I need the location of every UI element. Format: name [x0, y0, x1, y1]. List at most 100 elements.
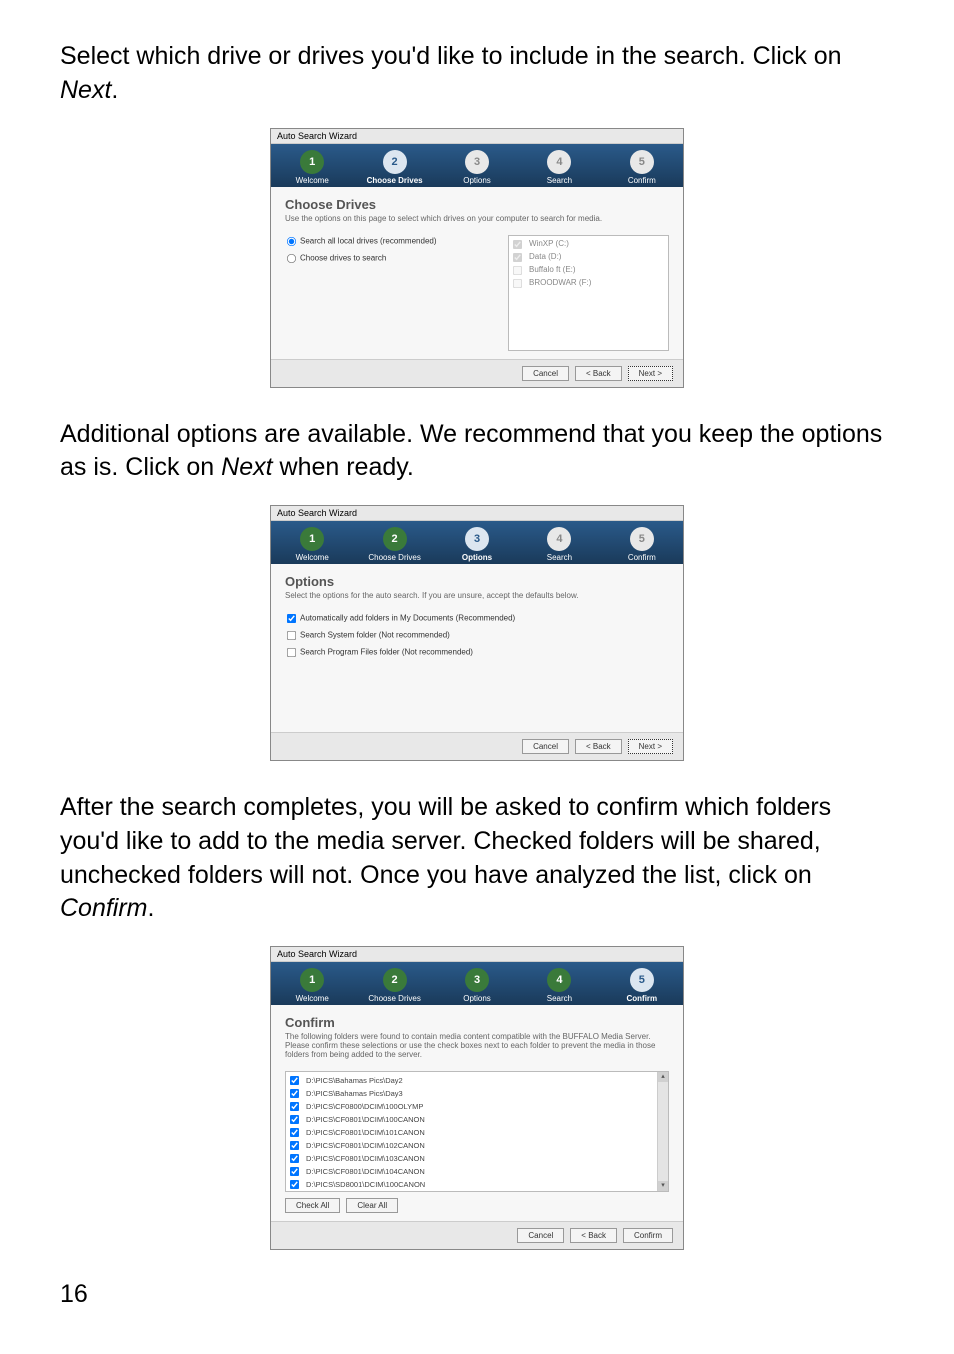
folder-item[interactable]: D:\PICS\CF0801\DCIM\103CANON [288, 1152, 656, 1165]
confirm-button[interactable]: Confirm [623, 1228, 673, 1243]
folder-check[interactable] [290, 1115, 299, 1124]
scroll-down-icon[interactable]: ▾ [658, 1181, 668, 1191]
drives-listbox[interactable]: WinXP (C:) Data (D:) Buffalo ft (E:) BRO… [508, 235, 669, 351]
wizard-3-container: Auto Search Wizard 1Welcome 2Choose Driv… [60, 946, 894, 1250]
step-1-circle: 1 [300, 527, 324, 551]
para2-text-c: when ready. [273, 453, 414, 481]
check-all-button[interactable]: Check All [285, 1198, 340, 1213]
step-3: 3Options [436, 968, 518, 1003]
folder-check[interactable] [290, 1180, 299, 1189]
step-3-label: Options [436, 176, 518, 185]
step-1: 1Welcome [271, 150, 353, 185]
folder-item[interactable]: D:\PICS\SD8001\DCIM\100CANON [288, 1178, 656, 1191]
drive-check [513, 265, 522, 274]
step-4-circle: 4 [547, 527, 571, 551]
step-2: 2 Choose Drives [353, 968, 435, 1003]
step-5-label: Confirm [601, 176, 683, 185]
folder-item[interactable]: D:\PICS\CF0801\DCIM\101CANON [288, 1126, 656, 1139]
folder-item[interactable]: D:\PICS\CF0801\DCIM\104CANON [288, 1165, 656, 1178]
radio-choose-drives[interactable]: Choose drives to search [285, 252, 490, 265]
cancel-button[interactable]: Cancel [517, 1228, 564, 1243]
step-3: 3Options [436, 150, 518, 185]
wizard-1-container: Auto Search Wizard 1Welcome 2Choose Driv… [60, 128, 894, 388]
option-system-folder-label: Search System folder (Not recommended) [300, 631, 450, 640]
folder-check[interactable] [290, 1154, 299, 1163]
step-5: 5Confirm [601, 968, 683, 1003]
folder-check[interactable] [290, 1102, 299, 1111]
option-program-files[interactable]: Search Program Files folder (Not recomme… [285, 646, 669, 659]
folder-check[interactable] [290, 1128, 299, 1137]
step-5-circle: 5 [630, 150, 654, 174]
confirm-heading: Confirm [285, 1015, 669, 1030]
folder-item[interactable]: D:\PICS\Bahamas Pics\Day3 [288, 1087, 656, 1100]
step-2-circle: 2 [383, 968, 407, 992]
back-button[interactable]: < Back [570, 1228, 617, 1243]
step-2: 2Choose Drives [353, 150, 435, 185]
radio-search-all[interactable]: Search all local drives (recommended) [285, 235, 490, 248]
back-button[interactable]: < Back [575, 739, 622, 754]
para2-text-a: Additional options are available. We rec… [60, 420, 882, 482]
wizard-steps: 1Welcome 2Choose Drives 3Options 4Search… [271, 521, 683, 564]
folder-item[interactable]: D:\PICS\CF0800\DCIM\100OLYMP [288, 1100, 656, 1113]
wizard-choose-drives: Auto Search Wizard 1Welcome 2Choose Driv… [270, 128, 684, 388]
step-1-label: Welcome [271, 994, 353, 1003]
step-2-label: Choose Drives [353, 994, 435, 1003]
wizard-steps: 1Welcome 2Choose Drives 3Options 4Search… [271, 962, 683, 1005]
folder-check[interactable] [290, 1089, 299, 1098]
drive-label: Data (D:) [529, 251, 561, 262]
next-button[interactable]: Next > [628, 739, 673, 754]
folder-path: D:\PICS\CF0801\DCIM\102CANON [306, 1141, 425, 1150]
drive-item[interactable]: Buffalo ft (E:) [511, 264, 666, 277]
page-number: 16 [60, 1280, 894, 1309]
step-1-circle: 1 [300, 968, 324, 992]
folder-path: D:\PICS\CF0801\DCIM\101CANON [306, 1128, 425, 1137]
drive-label: Buffalo ft (E:) [529, 264, 576, 275]
step-4-label: Search [518, 994, 600, 1003]
step-3-circle: 3 [465, 527, 489, 551]
step-3-label: Options [436, 553, 518, 562]
back-button[interactable]: < Back [575, 366, 622, 381]
option-system-folder-check[interactable] [287, 631, 296, 640]
wizard-steps: 1Welcome 2Choose Drives 3Options 4Search… [271, 144, 683, 187]
paragraph-2: Additional options are available. We rec… [60, 418, 894, 486]
drive-check [513, 239, 522, 248]
option-auto-add-check[interactable] [287, 614, 296, 623]
folder-listbox[interactable]: D:\PICS\Bahamas Pics\Day2 D:\PICS\Bahama… [285, 1071, 669, 1192]
folder-check[interactable] [290, 1141, 299, 1150]
folder-item[interactable]: D:\PICS\CF0801\DCIM\102CANON [288, 1139, 656, 1152]
option-program-files-check[interactable] [287, 648, 296, 657]
wizard-footer: Cancel < Back Confirm [271, 1221, 683, 1249]
drive-item[interactable]: Data (D:) [511, 251, 666, 264]
para1-text-c: . [111, 76, 118, 104]
step-5-label: Confirm [601, 994, 683, 1003]
paragraph-1: Select which drive or drives you'd like … [60, 40, 894, 108]
scroll-up-icon[interactable]: ▴ [658, 1072, 668, 1082]
step-3-circle: 3 [465, 968, 489, 992]
step-2-label: Choose Drives [353, 553, 435, 562]
clear-all-button[interactable]: Clear All [346, 1198, 398, 1213]
folder-item[interactable]: D:\PICS\SD8002\DCIM\100CANON [288, 1191, 656, 1192]
cancel-button[interactable]: Cancel [522, 739, 569, 754]
folder-path: D:\PICS\Bahamas Pics\Day2 [306, 1076, 403, 1085]
option-auto-add[interactable]: Automatically add folders in My Document… [285, 612, 669, 625]
step-1-label: Welcome [271, 176, 353, 185]
step-4: 4Search [518, 150, 600, 185]
folder-check[interactable] [290, 1167, 299, 1176]
drive-item[interactable]: BROODWAR (F:) [511, 277, 666, 290]
folder-item[interactable]: D:\PICS\CF0801\DCIM\100CANON [288, 1113, 656, 1126]
next-button[interactable]: Next > [628, 366, 673, 381]
folder-path: D:\PICS\CF0800\DCIM\100OLYMP [306, 1102, 423, 1111]
scrollbar[interactable]: ▴ ▾ [657, 1072, 668, 1191]
radio-search-all-input[interactable] [287, 236, 296, 245]
choose-drives-heading: Choose Drives [285, 197, 669, 212]
cancel-button[interactable]: Cancel [522, 366, 569, 381]
wizard-body: Choose Drives Use the options on this pa… [271, 187, 683, 359]
folder-check[interactable] [290, 1076, 299, 1085]
radio-choose-drives-input[interactable] [287, 253, 296, 262]
option-system-folder[interactable]: Search System folder (Not recommended) [285, 629, 669, 642]
folder-path: D:\PICS\CF0801\DCIM\103CANON [306, 1154, 425, 1163]
drive-item[interactable]: WinXP (C:) [511, 238, 666, 251]
folder-item[interactable]: D:\PICS\Bahamas Pics\Day2 [288, 1074, 656, 1087]
para3-text-a: After the search completes, you will be … [60, 793, 831, 889]
options-list: Automatically add folders in My Document… [285, 612, 669, 659]
